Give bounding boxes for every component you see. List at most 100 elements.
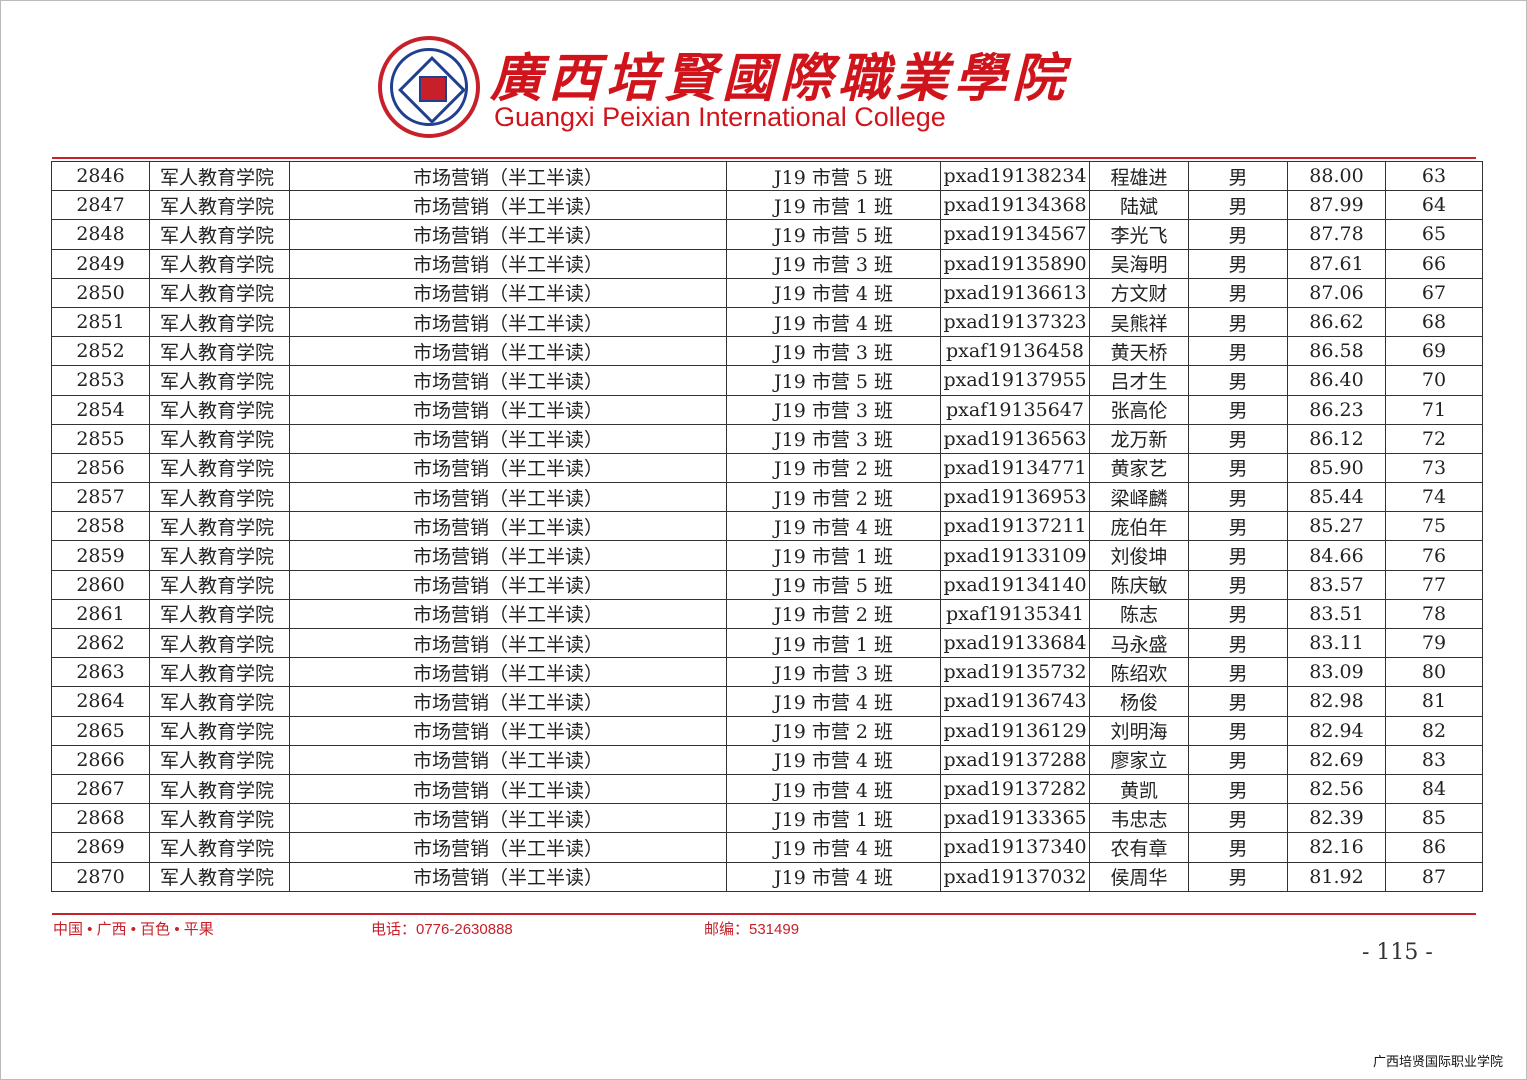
cell-score: 86.58	[1287, 336, 1386, 367]
cell-name: 吴熊祥	[1089, 306, 1189, 338]
cell-gender: 男	[1188, 627, 1288, 659]
cell-student-id: pxad19134771	[940, 452, 1090, 484]
cell-student-id: pxaf19135647	[940, 394, 1090, 425]
college-logo	[378, 36, 480, 138]
table-row: 2858 军人教育学院 市场营销（半工半读） J19 市营 4 班 pxad191372…	[51, 511, 1483, 542]
cell-major: 市场营销（半工半读）	[289, 248, 727, 279]
cell-rank: 65	[1385, 219, 1483, 250]
cell-gender: 男	[1188, 336, 1288, 367]
cell-school: 军人教育学院	[149, 773, 290, 805]
cell-seq: 2862	[51, 627, 150, 659]
cell-name: 刘明海	[1089, 715, 1189, 746]
cell-seq: 2856	[51, 452, 150, 484]
footer-phone: 电话：0776-2630888	[371, 921, 513, 938]
table-row: 2850 军人教育学院 市场营销（半工半读） J19 市营 4 班 pxad191366…	[51, 277, 1483, 308]
cell-student-id: pxad19137340	[940, 832, 1090, 863]
cell-seq: 2850	[51, 277, 150, 308]
cell-student-id: pxad19137032	[940, 861, 1090, 892]
cell-student-id: pxaf19135341	[940, 598, 1090, 630]
cell-score: 86.12	[1287, 423, 1386, 454]
footer-postcode: 邮编：531499	[704, 921, 800, 938]
cell-score: 85.90	[1287, 452, 1386, 484]
cell-gender: 男	[1188, 773, 1288, 805]
cell-school: 军人教育学院	[149, 277, 290, 308]
cell-gender: 男	[1188, 744, 1288, 775]
table-row: 2859 军人教育学院 市场营销（半工半读） J19 市营 1 班 pxad191331…	[51, 540, 1483, 571]
cell-gender: 男	[1188, 248, 1288, 279]
cell-student-id: pxad19136129	[940, 715, 1090, 746]
cell-gender: 男	[1188, 657, 1288, 688]
cell-name: 廖家立	[1089, 744, 1189, 775]
cell-school: 军人教育学院	[149, 336, 290, 367]
table-row: 2860 军人教育学院 市场营销（半工半读） J19 市营 5 班 pxad191341…	[51, 569, 1483, 600]
cell-major: 市场营销（半工半读）	[289, 394, 727, 425]
cell-seq: 2846	[51, 160, 150, 192]
cell-seq: 2866	[51, 744, 150, 775]
cell-rank: 64	[1385, 190, 1483, 221]
cell-school: 军人教育学院	[149, 861, 290, 892]
cell-gender: 男	[1188, 365, 1288, 396]
cell-seq: 2858	[51, 511, 150, 542]
cell-rank: 85	[1385, 803, 1483, 834]
cell-score: 82.16	[1287, 832, 1386, 863]
table-row: 2866 军人教育学院 市场营销（半工半读） J19 市营 4 班 pxad191372…	[51, 744, 1483, 775]
cell-major: 市场营销（半工半读）	[289, 336, 727, 367]
cell-major: 市场营销（半工半读）	[289, 773, 727, 805]
cell-score: 87.06	[1287, 277, 1386, 308]
cell-seq: 2869	[51, 832, 150, 863]
table-row: 2848 军人教育学院 市场营销（半工半读） J19 市营 5 班 pxad191345…	[51, 219, 1483, 250]
cell-class: J19 市营 4 班	[726, 277, 941, 308]
cell-score: 83.51	[1287, 598, 1386, 630]
cell-major: 市场营销（半工半读）	[289, 657, 727, 688]
cell-seq: 2851	[51, 306, 150, 338]
footer-address: 中国 • 广西 • 百色 • 平果	[53, 921, 214, 938]
table-row: 2862 军人教育学院 市场营销（半工半读） J19 市营 1 班 pxad191336…	[51, 627, 1483, 659]
footer-divider	[52, 913, 1476, 915]
cell-major: 市场营销（半工半读）	[289, 861, 727, 892]
cell-seq: 2868	[51, 803, 150, 834]
cell-student-id: pxad19136563	[940, 423, 1090, 454]
cell-score: 83.57	[1287, 569, 1386, 600]
cell-rank: 73	[1385, 452, 1483, 484]
cell-school: 军人教育学院	[149, 540, 290, 571]
cell-seq: 2865	[51, 715, 150, 746]
cell-school: 军人教育学院	[149, 569, 290, 600]
cell-score: 85.44	[1287, 482, 1386, 513]
cell-school: 军人教育学院	[149, 686, 290, 717]
table-row: 2854 军人教育学院 市场营销（半工半读） J19 市营 3 班 pxaf191356…	[51, 394, 1483, 425]
cell-rank: 81	[1385, 686, 1483, 717]
cell-score: 85.27	[1287, 511, 1386, 542]
cell-student-id: pxad19137955	[940, 365, 1090, 396]
cell-score: 87.61	[1287, 248, 1386, 279]
cell-name: 杨俊	[1089, 686, 1189, 717]
cell-seq: 2859	[51, 540, 150, 571]
cell-major: 市场营销（半工半读）	[289, 540, 727, 571]
cell-class: J19 市营 1 班	[726, 803, 941, 834]
cell-name: 侯周华	[1089, 861, 1189, 892]
cell-school: 军人教育学院	[149, 306, 290, 338]
cell-rank: 67	[1385, 277, 1483, 308]
cell-school: 军人教育学院	[149, 657, 290, 688]
cell-student-id: pxad19134368	[940, 190, 1090, 221]
cell-rank: 82	[1385, 715, 1483, 746]
cell-score: 87.99	[1287, 190, 1386, 221]
cell-gender: 男	[1188, 598, 1288, 630]
cell-class: J19 市营 5 班	[726, 365, 941, 396]
cell-major: 市场营销（半工半读）	[289, 627, 727, 659]
cell-student-id: pxad19137323	[940, 306, 1090, 338]
cell-class: J19 市营 2 班	[726, 452, 941, 484]
cell-school: 军人教育学院	[149, 219, 290, 250]
cell-score: 82.94	[1287, 715, 1386, 746]
cell-name: 吴海明	[1089, 248, 1189, 279]
cell-class: J19 市营 3 班	[726, 657, 941, 688]
cell-name: 陈庆敏	[1089, 569, 1189, 600]
cell-class: J19 市营 4 班	[726, 832, 941, 863]
cell-class: J19 市营 3 班	[726, 394, 941, 425]
cell-score: 82.56	[1287, 773, 1386, 805]
cell-class: J19 市营 4 班	[726, 861, 941, 892]
cell-seq: 2863	[51, 657, 150, 688]
table-row: 2861 军人教育学院 市场营销（半工半读） J19 市营 2 班 pxaf191353…	[51, 598, 1483, 630]
cell-student-id: pxad19137211	[940, 511, 1090, 542]
cell-school: 军人教育学院	[149, 832, 290, 863]
cell-seq: 2855	[51, 423, 150, 454]
